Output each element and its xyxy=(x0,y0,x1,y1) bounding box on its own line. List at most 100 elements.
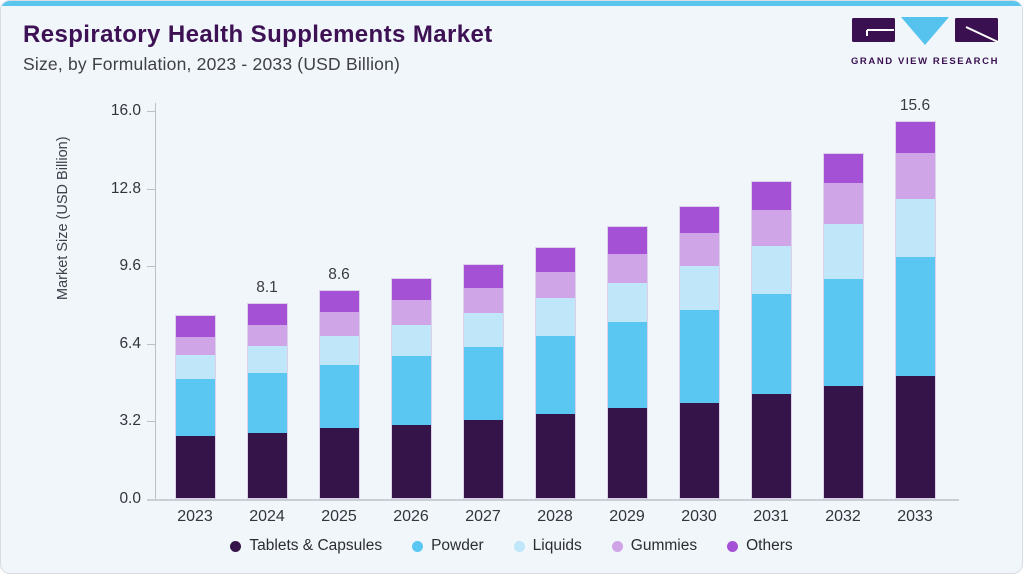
y-axis-tick xyxy=(147,111,155,112)
bar-2029[interactable] xyxy=(606,226,648,499)
bar-segment[interactable] xyxy=(247,303,287,326)
x-tick-label: 2029 xyxy=(609,508,645,525)
bar-segment[interactable] xyxy=(751,394,791,498)
bar-segment[interactable] xyxy=(679,206,719,234)
bar-segment[interactable] xyxy=(535,298,575,336)
bar-segment[interactable] xyxy=(175,315,215,338)
bar-2025[interactable] xyxy=(318,290,360,499)
legend-dot-icon xyxy=(412,540,424,552)
y-tick-label: 3.2 xyxy=(119,412,141,430)
bar-segment[interactable] xyxy=(607,407,647,499)
bar-2032[interactable] xyxy=(822,153,864,499)
bar-segment[interactable] xyxy=(391,356,431,425)
bar-segment[interactable] xyxy=(175,379,215,436)
legend-label: Gummies xyxy=(630,537,698,554)
bar-segment[interactable] xyxy=(895,256,935,377)
bar-segment[interactable] xyxy=(751,246,791,295)
bar-value-label: 15.6 xyxy=(899,96,931,114)
gvr-logo-icon xyxy=(852,17,999,45)
bar-segment[interactable] xyxy=(391,424,431,498)
bar-segment[interactable] xyxy=(679,265,719,311)
bar-segment[interactable] xyxy=(895,153,935,199)
bar-segment[interactable] xyxy=(319,335,359,365)
bar-segment[interactable] xyxy=(751,210,791,247)
bar-segment[interactable] xyxy=(463,287,503,313)
bar-segment[interactable] xyxy=(463,346,503,420)
bar-segment[interactable] xyxy=(535,247,575,272)
bar-2028[interactable] xyxy=(534,246,576,499)
logo-wordmark: GRAND VIEW RESEARCH xyxy=(850,56,1000,67)
x-tick-label: 2030 xyxy=(681,508,717,525)
bar-segment[interactable] xyxy=(895,121,935,154)
bar-segment[interactable] xyxy=(175,355,215,380)
bar-value-label: 8.1 xyxy=(256,278,278,296)
legend-item[interactable]: Others xyxy=(727,537,793,555)
bar-segment[interactable] xyxy=(679,233,719,266)
legend-dot-icon xyxy=(611,540,623,552)
bar-segment[interactable] xyxy=(607,227,647,254)
bar-segment[interactable] xyxy=(823,224,863,279)
bar-segment[interactable] xyxy=(175,337,215,356)
bar-segment[interactable] xyxy=(751,294,791,395)
bar-segment[interactable] xyxy=(247,433,287,498)
bar-segment[interactable] xyxy=(319,311,359,336)
bar-segment[interactable] xyxy=(247,345,287,374)
bar-segment[interactable] xyxy=(607,282,647,323)
bar-segment[interactable] xyxy=(463,264,503,288)
bar-segment[interactable] xyxy=(391,299,431,325)
bar-segment[interactable] xyxy=(175,435,215,498)
bar-segment[interactable] xyxy=(391,279,431,300)
bar-value-label: 8.6 xyxy=(328,266,350,284)
bar-segment[interactable] xyxy=(463,419,503,498)
legend-label: Others xyxy=(746,537,793,554)
bar-segment[interactable] xyxy=(247,325,287,346)
bar-segment[interactable] xyxy=(391,324,431,357)
bar-segment[interactable] xyxy=(607,322,647,408)
bar-2024[interactable] xyxy=(246,302,288,499)
legend-item[interactable]: Powder xyxy=(412,537,484,555)
accent-top-strip xyxy=(1,1,1022,6)
legend-label: Tablets & Capsules xyxy=(249,537,383,554)
bar-segment[interactable] xyxy=(535,335,575,414)
y-tick-label: 12.8 xyxy=(110,179,141,197)
bar-segment[interactable] xyxy=(679,402,719,498)
bar-segment[interactable] xyxy=(823,154,863,184)
legend-label: Powder xyxy=(431,537,484,554)
bar-segment[interactable] xyxy=(895,198,935,257)
legend-dot-icon xyxy=(727,540,739,552)
bar-2027[interactable] xyxy=(462,263,504,499)
bar-segment[interactable] xyxy=(823,385,863,498)
legend-item[interactable]: Liquids xyxy=(513,537,582,555)
y-tick-label: 6.4 xyxy=(119,334,141,352)
bar-segment[interactable] xyxy=(535,413,575,498)
bar-segment[interactable] xyxy=(319,364,359,429)
legend-item[interactable]: Gummies xyxy=(611,537,698,555)
x-tick-label: 2033 xyxy=(897,508,933,525)
chart-header: Respiratory Health Supplements Market Si… xyxy=(23,21,1000,75)
bar-2031[interactable] xyxy=(750,181,792,499)
x-tick-label: 2025 xyxy=(321,508,357,525)
legend-item[interactable]: Tablets & Capsules xyxy=(230,537,382,555)
bar-segment[interactable] xyxy=(751,182,791,211)
bar-segment[interactable] xyxy=(823,278,863,386)
x-tick-label: 2026 xyxy=(393,508,429,525)
bar-2030[interactable] xyxy=(678,205,720,499)
page-subtitle: Size, by Formulation, 2023 - 2033 (USD B… xyxy=(23,54,401,74)
bar-2033[interactable] xyxy=(894,120,936,499)
bar-segment[interactable] xyxy=(535,271,575,299)
x-tick-label: 2031 xyxy=(753,508,789,525)
bar-segment[interactable] xyxy=(607,253,647,283)
y-tick-label: 9.6 xyxy=(119,257,141,275)
bar-segment[interactable] xyxy=(895,376,935,498)
bar-segment[interactable] xyxy=(247,373,287,434)
bar-2023[interactable] xyxy=(174,314,216,499)
bar-segment[interactable] xyxy=(319,291,359,312)
grand-view-research-logo: GRAND VIEW RESEARCH xyxy=(850,9,1000,67)
bar-segment[interactable] xyxy=(319,428,359,498)
bar-2026[interactable] xyxy=(390,278,432,499)
bar-segment[interactable] xyxy=(823,183,863,225)
y-tick-label: 0.0 xyxy=(119,490,141,507)
bar-segment[interactable] xyxy=(679,310,719,403)
bar-segment[interactable] xyxy=(463,312,503,347)
